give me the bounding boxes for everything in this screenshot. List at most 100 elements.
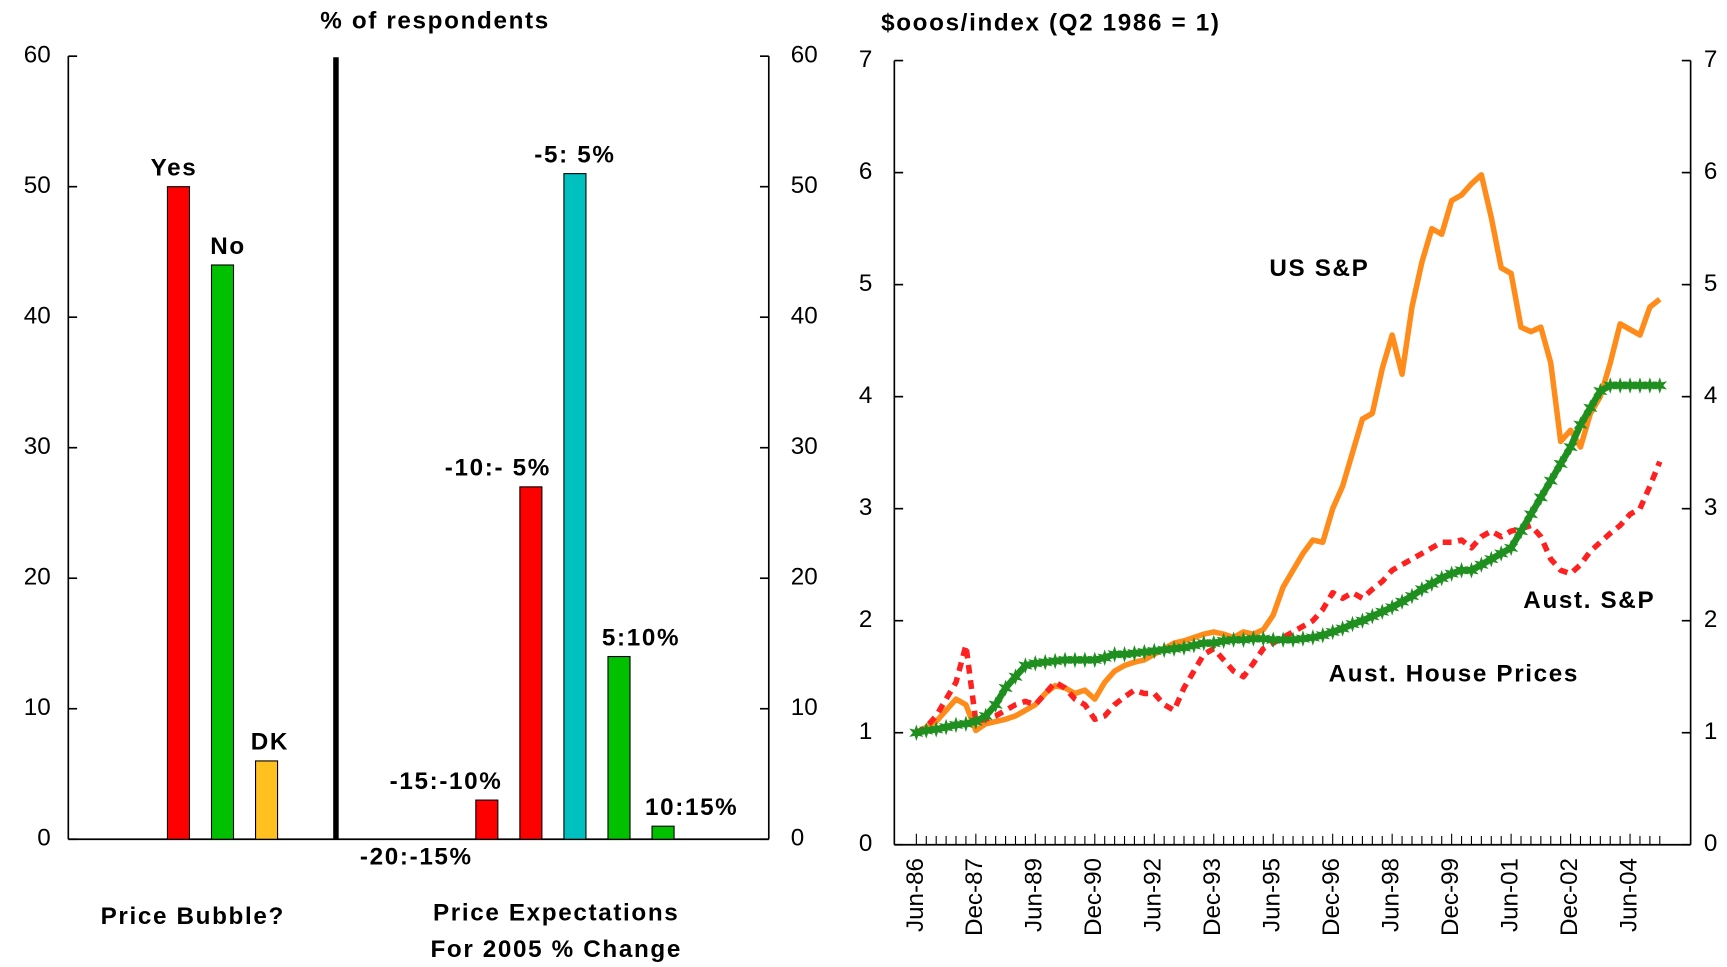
- series-line: [915, 382, 1660, 736]
- x-tick-label: Jun-98: [1378, 858, 1405, 932]
- series-label: Aust. House Prices: [1329, 661, 1579, 688]
- y-tick-label: 30: [791, 433, 818, 460]
- group-label: Price Bubble?: [101, 903, 285, 930]
- bar: [651, 825, 675, 840]
- star-marker: [1444, 565, 1459, 582]
- star-marker: [1533, 489, 1548, 506]
- star-marker: [968, 713, 983, 730]
- x-tick-label: Dec-96: [1318, 858, 1345, 936]
- bar-label: DK: [251, 729, 289, 756]
- bar: [210, 264, 235, 840]
- star-marker: [1008, 668, 1023, 685]
- y-tick-label: 60: [24, 42, 51, 69]
- star-marker: [1166, 640, 1182, 657]
- series-line: [915, 460, 1663, 736]
- star-marker: [978, 707, 993, 725]
- y-tick-label: 0: [1704, 830, 1717, 857]
- bar-label: -15:-10%: [390, 768, 503, 795]
- star-marker: [1593, 382, 1608, 400]
- star-marker: [1295, 630, 1311, 647]
- star-marker: [1097, 649, 1112, 666]
- y-tick-label: 10: [791, 694, 818, 721]
- chart-title: % of respondents: [320, 7, 550, 34]
- star-marker: [1077, 651, 1093, 669]
- star-marker: [1226, 631, 1241, 649]
- star-marker: [1474, 556, 1489, 573]
- star-marker: [1325, 623, 1340, 641]
- star-marker: [1057, 651, 1073, 669]
- star-marker: [1028, 654, 1043, 672]
- star-marker: [948, 716, 964, 734]
- bar-label: Yes: [151, 154, 198, 181]
- y-tick-label: 0: [37, 825, 50, 852]
- bar: [166, 186, 191, 840]
- star-marker: [1216, 632, 1231, 650]
- y-tick-label: 7: [859, 46, 872, 73]
- bar-label: No: [210, 233, 246, 260]
- star-marker: [1285, 631, 1301, 649]
- x-tick-label: Dec-87: [961, 858, 988, 936]
- star-marker: [1157, 641, 1172, 659]
- x-tick-label: Dec-02: [1556, 858, 1583, 936]
- star-marker: [938, 718, 954, 736]
- star-marker: [1543, 472, 1558, 489]
- star-marker: [1206, 634, 1221, 652]
- bar: [254, 760, 279, 840]
- y-tick-label: 0: [859, 830, 872, 857]
- star-marker: [1612, 377, 1628, 394]
- star-marker: [1603, 377, 1618, 394]
- star-marker: [929, 721, 944, 738]
- star-marker: [1087, 651, 1102, 669]
- x-tick-label: Dec-90: [1080, 858, 1107, 936]
- star-marker: [1523, 505, 1539, 523]
- bar-label: -10:- 5%: [445, 455, 551, 482]
- y-tick-label: 0: [791, 825, 804, 852]
- star-marker: [1275, 631, 1291, 649]
- star-marker: [988, 696, 1003, 714]
- y-tick-label: 6: [859, 158, 872, 185]
- x-tick-label: Jun-89: [1021, 858, 1048, 932]
- bar-label: -5: 5%: [534, 141, 615, 168]
- star-marker: [1107, 646, 1122, 663]
- star-marker: [1464, 562, 1479, 579]
- star-marker: [1117, 646, 1132, 663]
- star-marker: [1553, 455, 1568, 473]
- star-marker: [1147, 642, 1162, 660]
- star-marker: [1404, 587, 1420, 605]
- x-tick-label: Jun-04: [1615, 858, 1642, 932]
- star-marker: [1067, 651, 1083, 669]
- star-marker: [1652, 377, 1667, 394]
- x-tick-label: Dec-99: [1437, 858, 1464, 936]
- y-tick-label: 2: [1704, 606, 1717, 633]
- y-tick-label: 3: [859, 494, 872, 521]
- y-tick-label: 7: [1704, 46, 1717, 73]
- star-marker: [1503, 539, 1519, 557]
- y-tick-label: 1: [859, 718, 872, 745]
- y-tick-label: 1: [1704, 718, 1717, 745]
- star-marker: [1622, 377, 1638, 394]
- star-marker: [1583, 399, 1598, 417]
- star-marker: [1414, 581, 1430, 598]
- star-marker: [1365, 607, 1380, 625]
- bar-label: 5:10%: [602, 624, 680, 651]
- x-tick-label: Jun-95: [1259, 858, 1286, 932]
- y-tick-label: 50: [791, 172, 818, 199]
- bar: [563, 173, 587, 840]
- y-tick-label: 30: [24, 433, 51, 460]
- star-marker: [1246, 630, 1261, 647]
- star-marker: [1394, 593, 1410, 610]
- star-marker: [1315, 627, 1330, 644]
- star-marker: [1345, 615, 1360, 633]
- group-label: Price Expectations: [433, 900, 679, 927]
- x-tick-label: Dec-93: [1199, 858, 1226, 936]
- y-tick-label: 20: [24, 564, 51, 591]
- star-marker: [1434, 569, 1449, 587]
- star-marker: [1335, 620, 1350, 637]
- x-tick-label: Jun-01: [1497, 858, 1524, 932]
- y-tick-label: 4: [1704, 382, 1717, 409]
- bar: [519, 486, 543, 840]
- star-marker: [1454, 562, 1469, 579]
- y-tick-label: 60: [791, 42, 818, 69]
- star-marker: [998, 679, 1013, 697]
